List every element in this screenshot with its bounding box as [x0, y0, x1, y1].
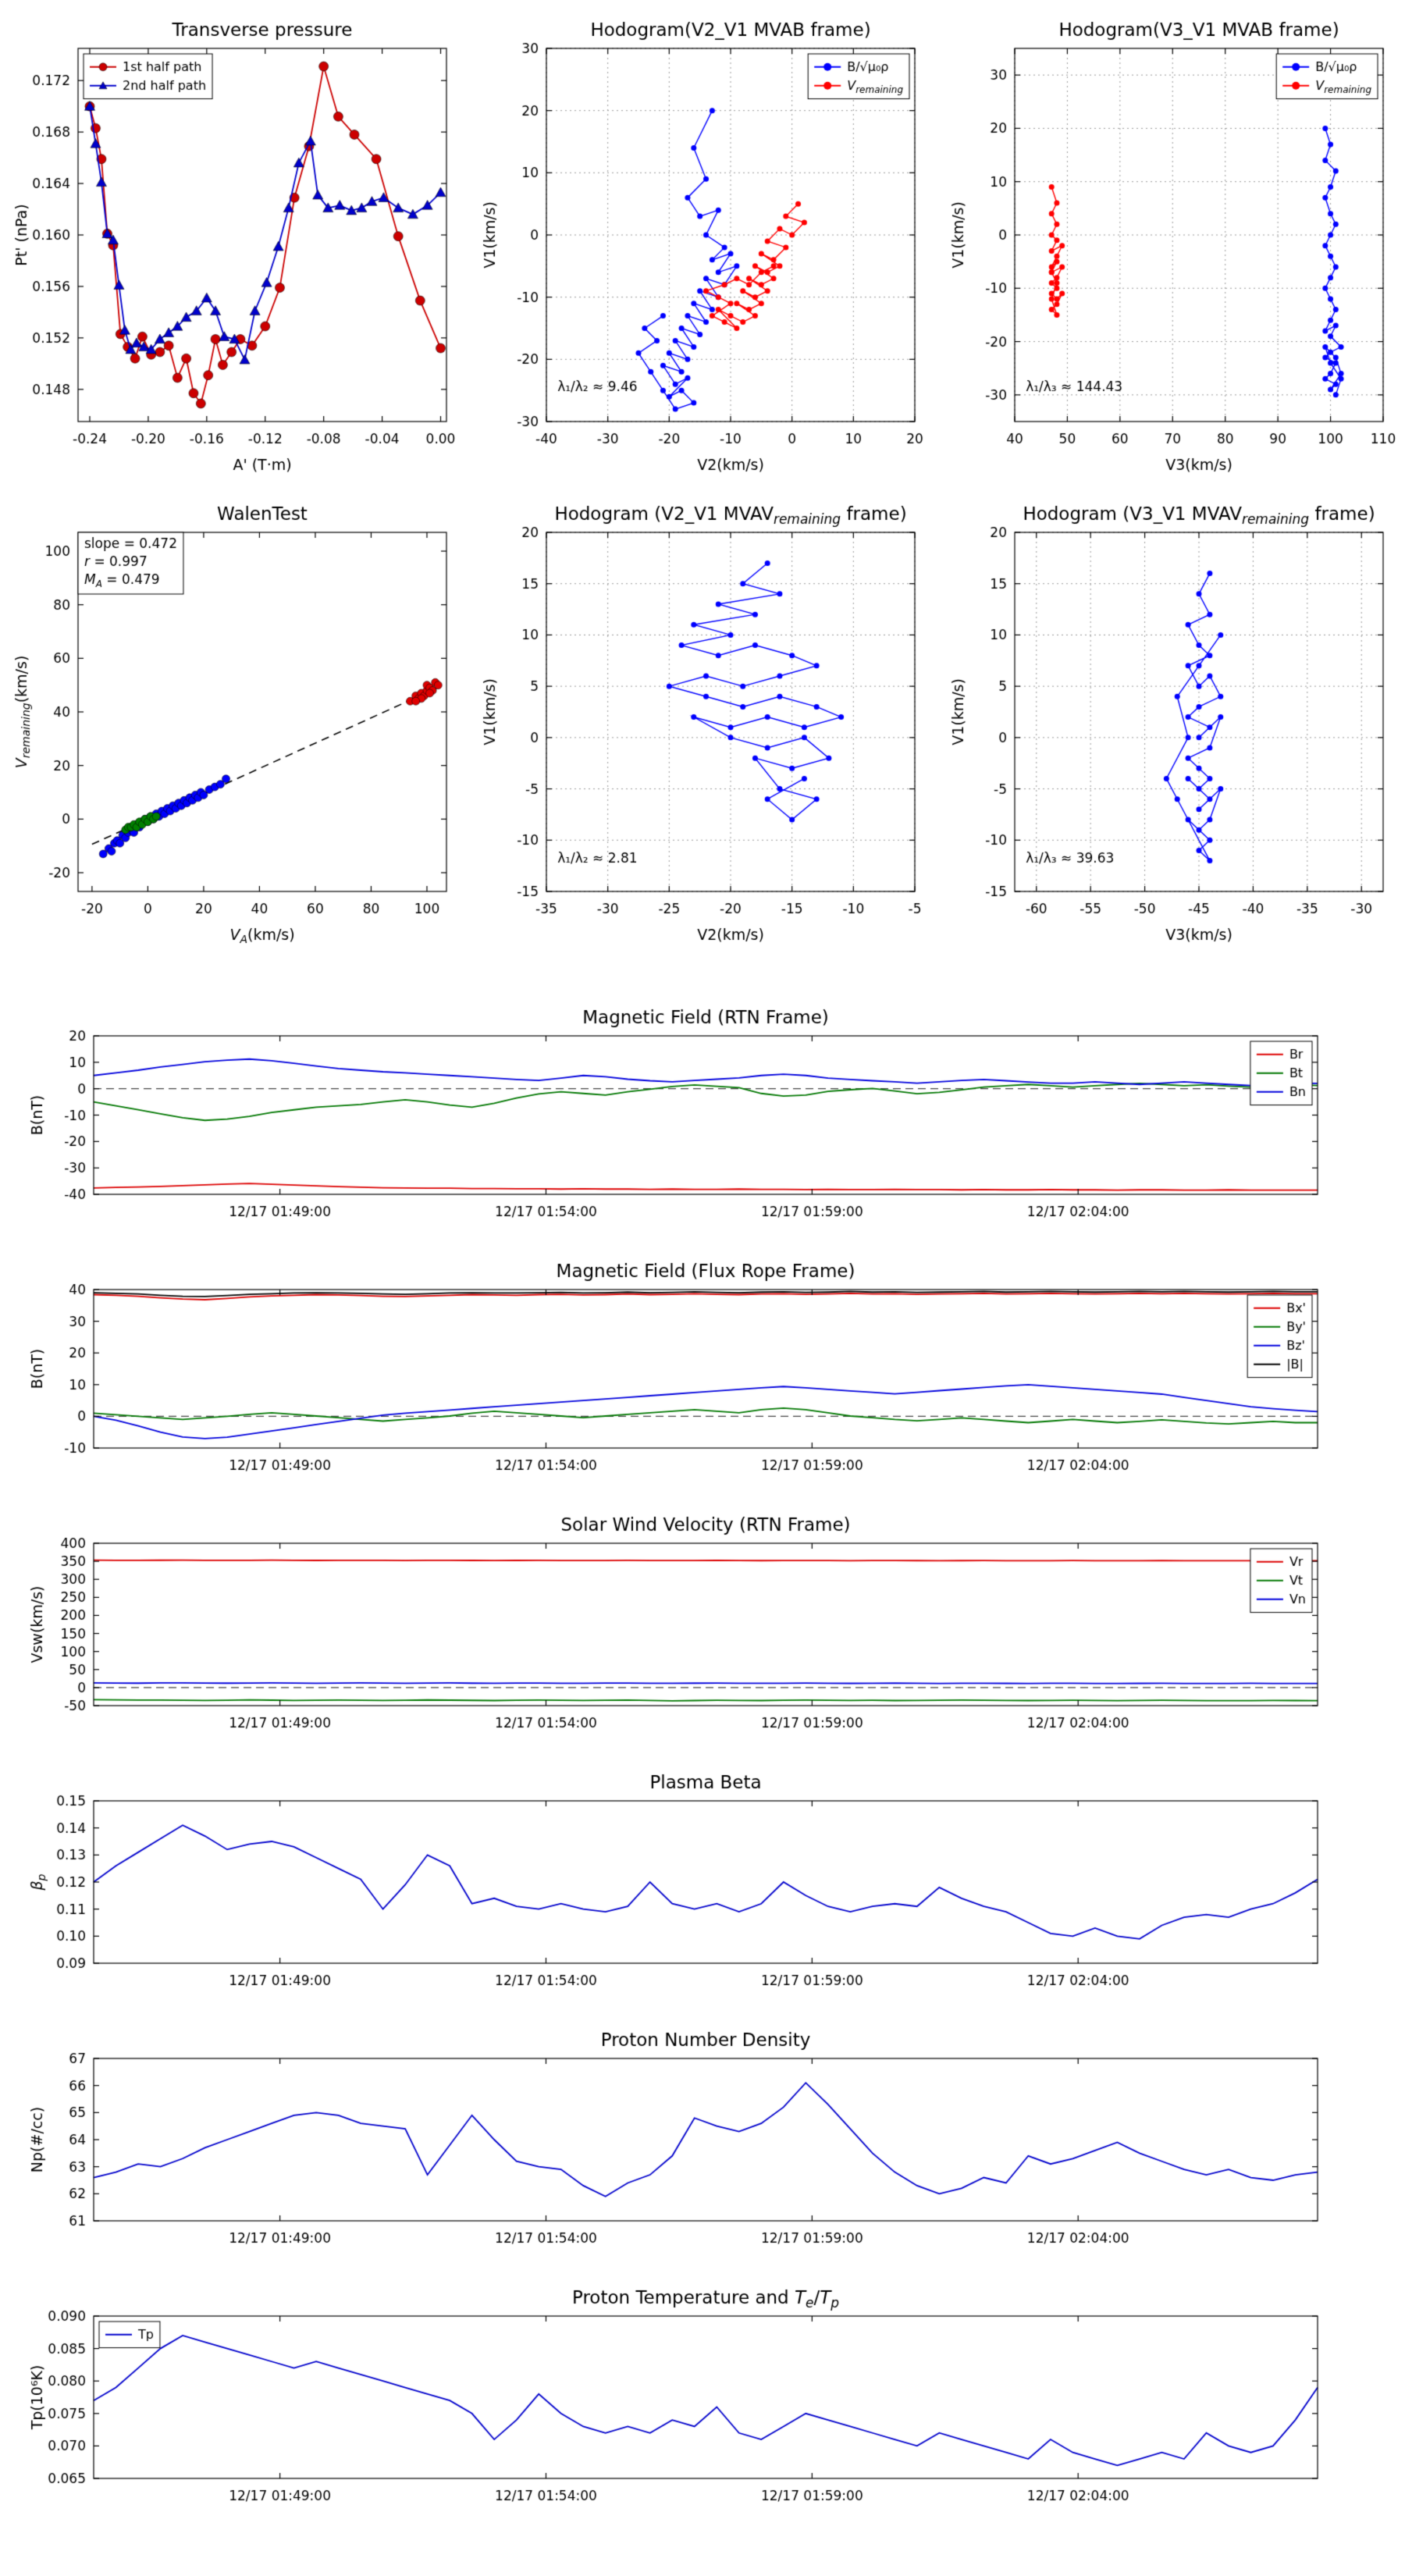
- panel-hodogram-v3v1-mvab: [937, 6, 1405, 484]
- proton-temperature-canvas: [0, 2260, 1405, 2521]
- panel-hodogram-v2v1-mvab: [468, 6, 937, 484]
- hodogram-v2v1-mvab-canvas: [468, 6, 937, 484]
- hodogram-v2v1-mvav-canvas: [468, 492, 937, 960]
- panel-proton-temperature: [0, 2260, 1405, 2521]
- panel-plasma-beta: [0, 1745, 1405, 2002]
- panel-bfield-fluxrope: [0, 1233, 1405, 1487]
- panel-vsw-rtn: [0, 1487, 1405, 1745]
- bfield-fluxrope-canvas: [0, 1233, 1405, 1487]
- transverse-pressure-canvas: [0, 6, 468, 484]
- panel-walen-test: [0, 492, 468, 960]
- panel-bfield-rtn: [0, 980, 1405, 1233]
- hodogram-v3v1-mvab-canvas: [937, 6, 1405, 484]
- walen-test-canvas: [0, 492, 468, 960]
- panel-hodogram-v2v1-mvav: [468, 492, 937, 960]
- vsw-rtn-canvas: [0, 1487, 1405, 1745]
- proton-density-canvas: [0, 2002, 1405, 2260]
- bfield-rtn-canvas: [0, 980, 1405, 1233]
- plasma-beta-canvas: [0, 1745, 1405, 2002]
- hodogram-v3v1-mvav-canvas: [937, 492, 1405, 960]
- panel-proton-density: [0, 2002, 1405, 2260]
- panel-hodogram-v3v1-mvav: [937, 492, 1405, 960]
- panel-transverse-pressure: [0, 6, 468, 484]
